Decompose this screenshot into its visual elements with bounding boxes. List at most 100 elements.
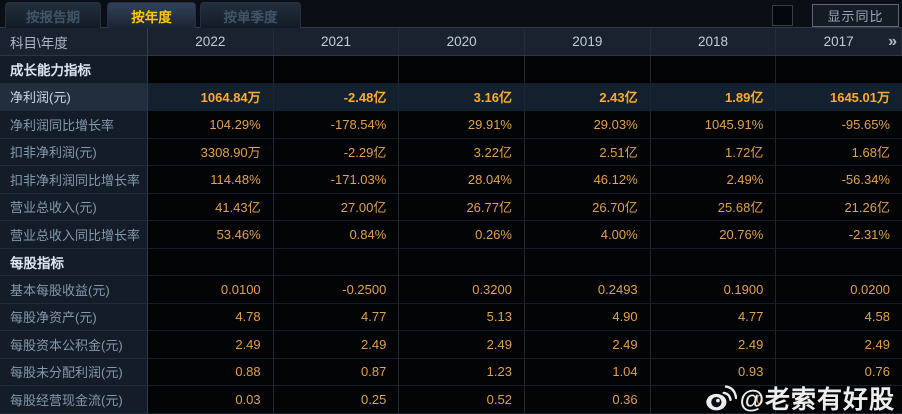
cell-value: 1.23: [399, 358, 525, 386]
cell-value: 2.49: [273, 331, 400, 359]
cell-value: 2.49: [776, 331, 902, 359]
year-header-2018[interactable]: 2018: [651, 28, 777, 55]
cell-value: 3.22亿: [399, 138, 525, 166]
cell-value: [650, 56, 777, 84]
section-row: 成长能力指标: [0, 56, 902, 84]
cell-value: [776, 248, 902, 276]
cell-value: 3308.90万: [148, 138, 274, 166]
cell-value: 104.29%: [148, 111, 274, 139]
cell-value: 0.36: [524, 386, 651, 414]
cell-value: 0: [650, 386, 777, 414]
show-yoy-checkbox[interactable]: [772, 5, 793, 26]
table-row: 每股净资产(元) 4.78 4.77 5.13 4.90 4.77 4.58: [0, 303, 902, 331]
cell-value: 0.26%: [399, 221, 525, 249]
table-row: 每股未分配利润(元) 0.88 0.87 1.23 1.04 0.93 0.76: [0, 358, 902, 386]
cell-value: 1045.91%: [650, 111, 777, 139]
row-label: 净利润(元): [0, 83, 148, 111]
cell-value: 4.77: [650, 303, 777, 331]
row-label: 扣非净利润同比增长率: [0, 166, 148, 194]
cell-value: 0.87: [273, 358, 400, 386]
year-header-2021[interactable]: 2021: [274, 28, 400, 55]
cell-value: 29.03%: [524, 111, 651, 139]
cell-value: 1064.84万: [148, 83, 274, 111]
cell-value: 4.58: [776, 303, 902, 331]
year-header-2020[interactable]: 2020: [399, 28, 525, 55]
tab-by-report-period[interactable]: 按报告期: [5, 2, 101, 28]
cell-value: 0.93: [650, 358, 777, 386]
cell-value: 2.43亿: [524, 83, 651, 111]
cell-value: 114.48%: [148, 166, 274, 194]
year-header-2022[interactable]: 2022: [148, 28, 274, 55]
section-row: 每股指标: [0, 248, 902, 276]
cell-value: 1.72亿: [650, 138, 777, 166]
cell-value: 0.88: [148, 358, 274, 386]
cell-value: 21.26亿: [776, 193, 902, 221]
cell-value: 46.12%: [524, 166, 651, 194]
cell-value: 0.0100: [148, 276, 274, 304]
cell-value: -171.03%: [273, 166, 400, 194]
tab-by-quarter[interactable]: 按单季度: [200, 2, 301, 28]
cell-value: 1.04: [524, 358, 651, 386]
cell-value: 27.00亿: [273, 193, 400, 221]
cell-value: 2.49: [399, 331, 525, 359]
cell-value: -2.31%: [776, 221, 902, 249]
cell-value: 0.03: [148, 386, 274, 414]
cell-value: 1.89亿: [650, 83, 777, 111]
cell-value: [399, 248, 525, 276]
cell-value: -2.48亿: [273, 83, 400, 111]
table-row: 扣非净利润同比增长率 114.48% -171.03% 28.04% 46.12% 2.4…: [0, 166, 902, 194]
cell-value: 4.77: [273, 303, 400, 331]
cell-value: 2.49: [524, 331, 651, 359]
table-row: 营业总收入同比增长率 53.46% 0.84% 0.26% 4.00% 20.76% -2.…: [0, 221, 902, 249]
cell-value: [399, 56, 525, 84]
cell-value: -178.54%: [273, 111, 400, 139]
cell-value: 28.04%: [399, 166, 525, 194]
cell-value: 20.76%: [650, 221, 777, 249]
row-label: 成长能力指标: [0, 56, 148, 84]
cell-value: [650, 248, 777, 276]
cell-value: 2.49: [650, 331, 777, 359]
cell-value: [148, 56, 274, 84]
period-tabbar: 按报告期 按年度 按单季度 显示同比: [0, 0, 902, 28]
year-header-2017[interactable]: 2017: [776, 28, 902, 55]
cell-value: [273, 56, 400, 84]
cell-value: 0.52: [399, 386, 525, 414]
cell-value: 0.25: [273, 386, 400, 414]
cell-value: 2.51亿: [524, 138, 651, 166]
cell-value: 25.68亿: [650, 193, 777, 221]
cell-value: [776, 56, 902, 84]
cell-value: 26.70亿: [524, 193, 651, 221]
cell-value: [524, 56, 651, 84]
row-label: 每股经营现金流(元): [0, 386, 148, 414]
cell-value: 0.2493: [524, 276, 651, 304]
cell-value: 1645.01万: [776, 83, 902, 111]
year-header-2019[interactable]: 2019: [525, 28, 651, 55]
cell-value: 0.3200: [399, 276, 525, 304]
cell-value: 5.13: [399, 303, 525, 331]
table-row: 净利润(元) 1064.84万 -2.48亿 3.16亿 2.43亿 1.89亿 1645.…: [0, 83, 902, 111]
cell-value: [273, 248, 400, 276]
cell-value: -95.65%: [776, 111, 902, 139]
cell-value: 29.91%: [399, 111, 525, 139]
cell-value: 53.46%: [148, 221, 274, 249]
cell-value: [148, 248, 274, 276]
cell-value: 3.16亿: [399, 83, 525, 111]
table-row: 营业总收入(元) 41.43亿 27.00亿 26.77亿 26.70亿 25.68亿 21…: [0, 193, 902, 221]
cell-value: 0.1900: [650, 276, 777, 304]
scroll-more-years-icon[interactable]: »: [888, 33, 897, 50]
cell-value: -56.34%: [776, 166, 902, 194]
tab-by-year[interactable]: 按年度: [107, 2, 196, 28]
cell-value: 0.0200: [776, 276, 902, 304]
table-body: 成长能力指标 净利润(元) 1064.84万 -2.48亿 3.16亿 2.43亿 1.89…: [0, 56, 902, 414]
row-label: 每股指标: [0, 248, 148, 276]
cell-value: [776, 386, 902, 414]
corner-header: 科目\年度: [0, 28, 148, 55]
cell-value: 4.00%: [524, 221, 651, 249]
cell-value: [524, 248, 651, 276]
cell-value: 2.49: [148, 331, 274, 359]
show-yoy-label[interactable]: 显示同比: [812, 4, 899, 27]
row-label: 每股资本公积金(元): [0, 331, 148, 359]
table-row: 每股经营现金流(元) 0.03 0.25 0.52 0.36 0: [0, 386, 902, 414]
cell-value: 0.84%: [273, 221, 400, 249]
